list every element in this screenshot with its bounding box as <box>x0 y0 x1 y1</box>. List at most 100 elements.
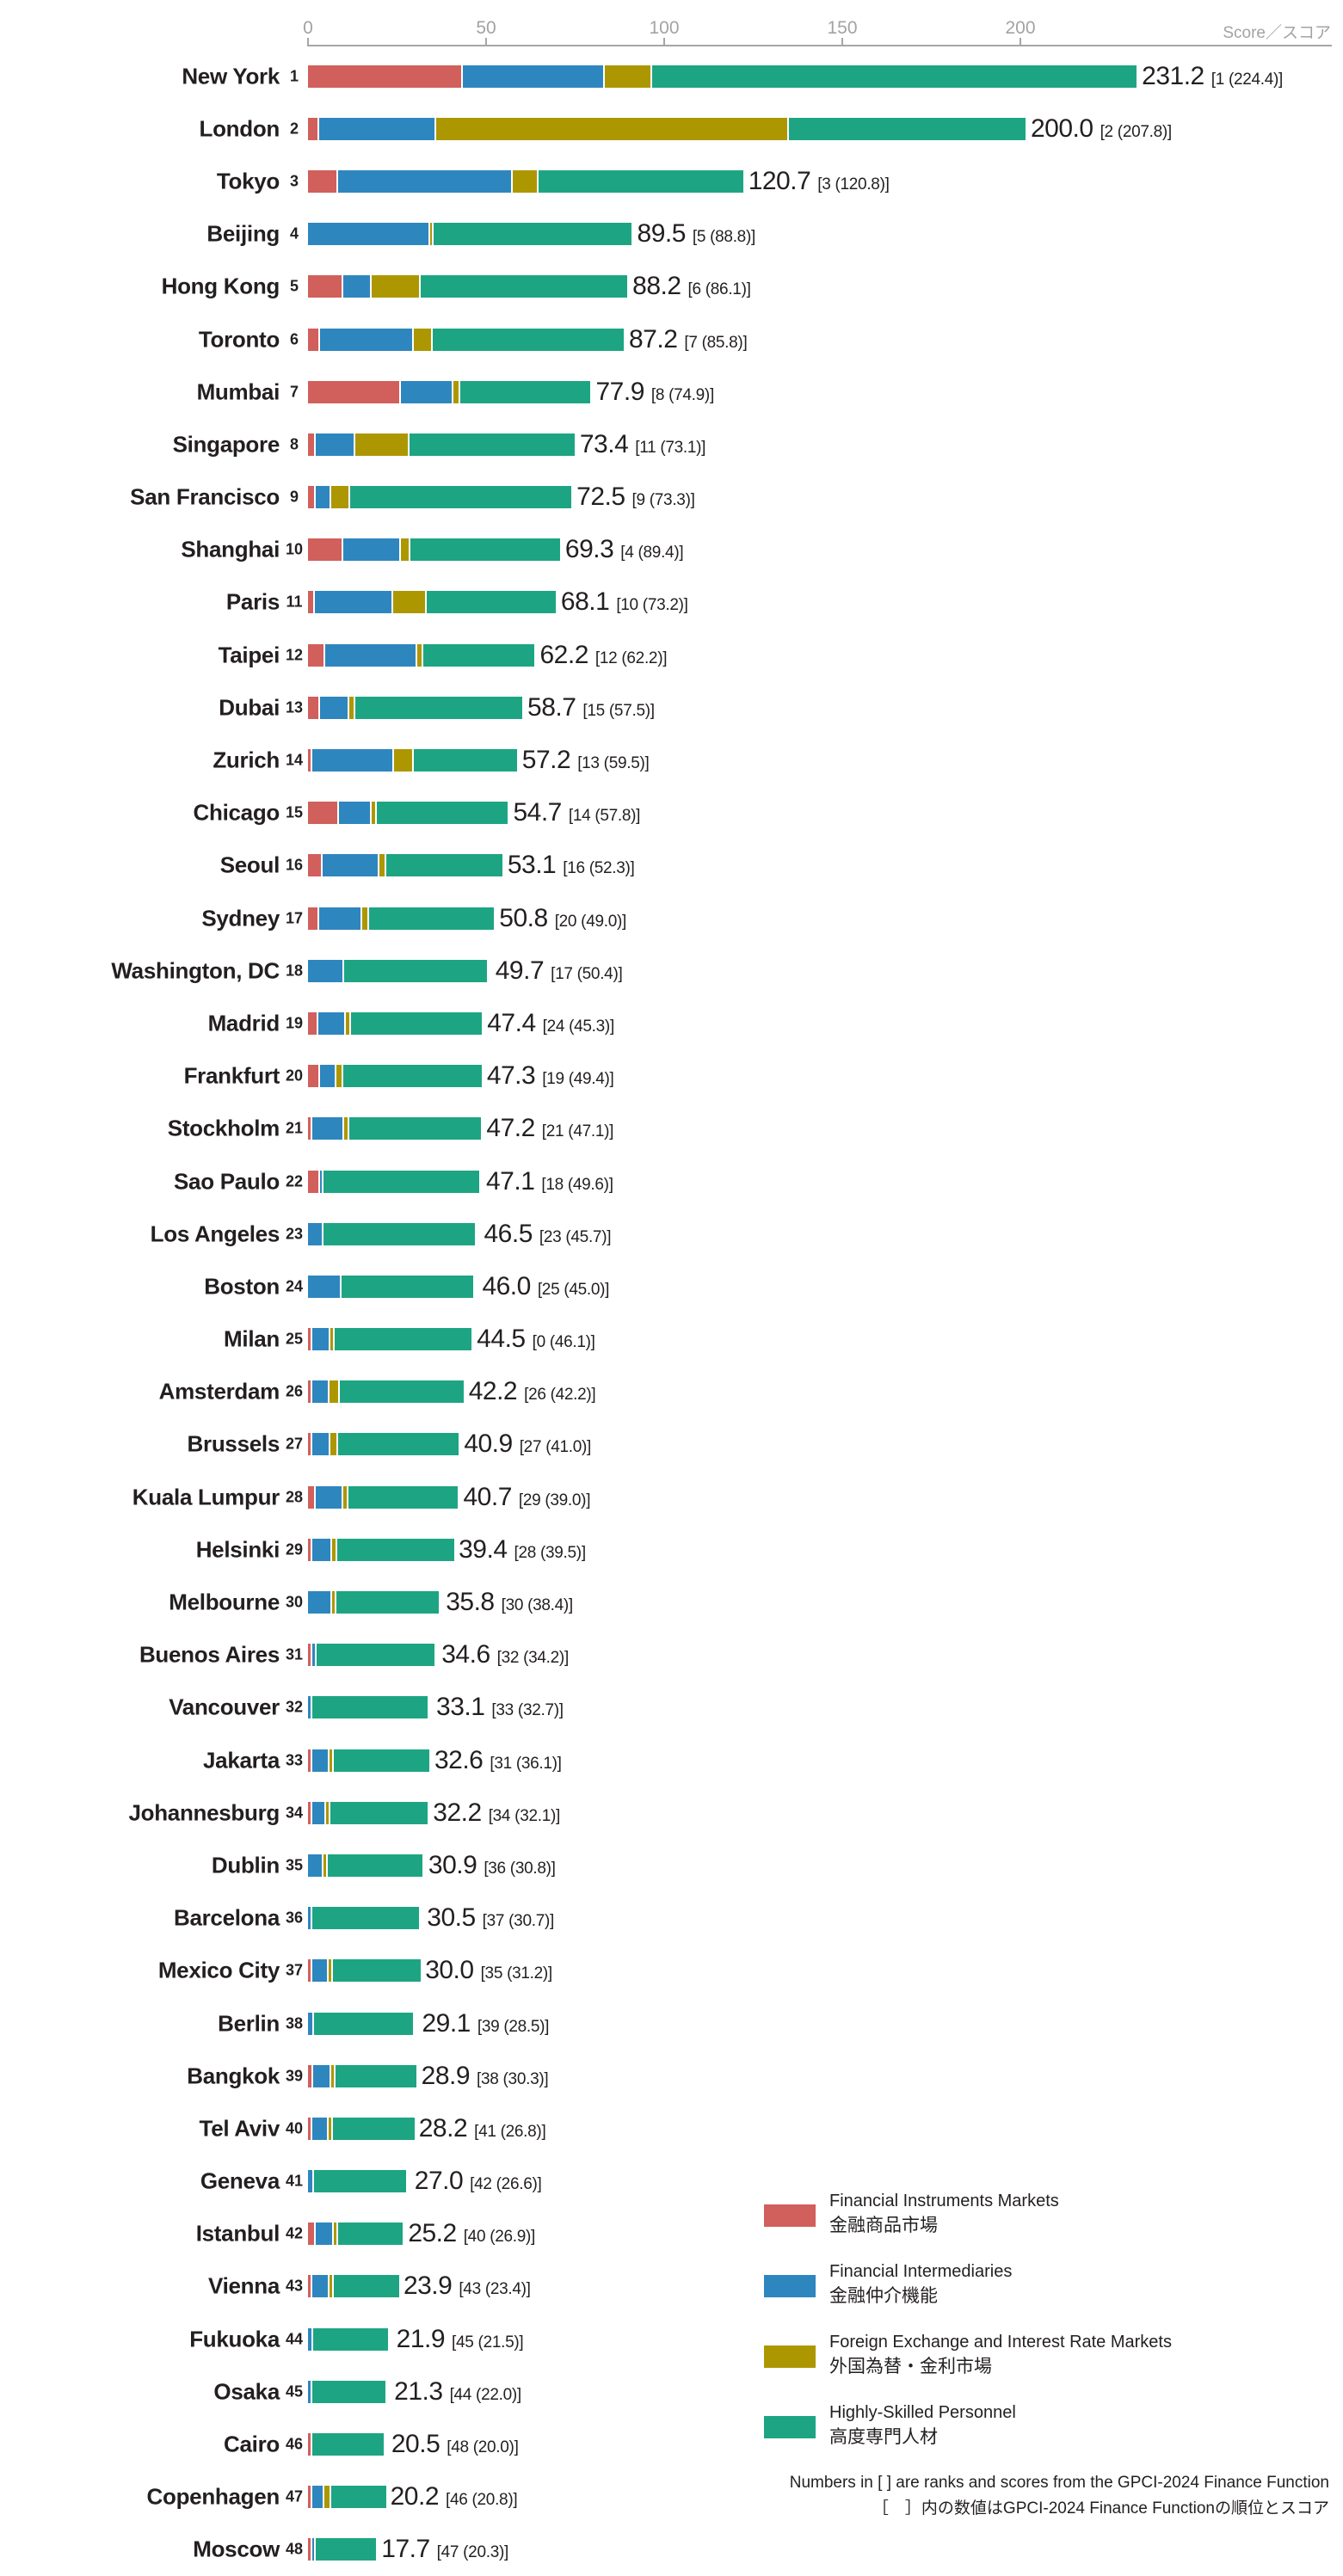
bar-segment-1[interactable] <box>338 169 512 193</box>
bar-row[interactable]: Tel Aviv 40 28.2 [41 (26.8)] <box>0 2102 1343 2155</box>
stacked-bar[interactable] <box>308 1749 430 1772</box>
bar-segment-0[interactable] <box>308 802 338 825</box>
bar-segment-1[interactable] <box>311 1538 331 1561</box>
stacked-bar[interactable] <box>308 2222 404 2246</box>
bar-segment-3[interactable] <box>368 907 495 930</box>
bar-segment-2[interactable] <box>330 1433 336 1456</box>
bar-segment-0[interactable] <box>308 2275 311 2298</box>
bar-segment-1[interactable] <box>311 2538 314 2561</box>
bar-segment-0[interactable] <box>308 2117 311 2140</box>
bar-segment-0[interactable] <box>308 1328 311 1351</box>
stacked-bar[interactable] <box>308 1696 428 1719</box>
bar-segment-2[interactable] <box>429 223 433 246</box>
stacked-bar[interactable] <box>308 169 743 193</box>
bar-segment-3[interactable] <box>333 2275 400 2298</box>
bar-segment-1[interactable] <box>311 2117 328 2140</box>
stacked-bar[interactable] <box>308 1011 483 1035</box>
bar-segment-0[interactable] <box>308 749 311 772</box>
bar-segment-3[interactable] <box>789 117 1026 140</box>
stacked-bar[interactable] <box>308 2433 385 2456</box>
bar-segment-1[interactable] <box>320 328 413 351</box>
bar-row[interactable]: Madrid 19 47.4 [24 (45.3)] <box>0 997 1343 1049</box>
stacked-bar[interactable] <box>308 1170 479 1193</box>
bar-segment-3[interactable] <box>330 1801 428 1824</box>
bar-segment-3[interactable] <box>385 854 502 877</box>
bar-row[interactable]: Bangkok 39 28.9 [38 (30.3)] <box>0 2050 1343 2102</box>
bar-segment-1[interactable] <box>311 1433 329 1456</box>
bar-segment-2[interactable] <box>330 1749 332 1772</box>
bar-segment-2[interactable] <box>343 1485 347 1509</box>
bar-row[interactable]: Beijing 4 89.5 [5 (88.8)] <box>0 208 1343 261</box>
stacked-bar[interactable] <box>308 591 556 614</box>
bar-segment-0[interactable] <box>308 1959 311 1983</box>
bar-segment-3[interactable] <box>539 169 743 193</box>
bar-segment-2[interactable] <box>604 65 650 88</box>
bar-segment-1[interactable] <box>316 2222 333 2246</box>
bar-segment-1[interactable] <box>312 749 393 772</box>
bar-segment-1[interactable] <box>308 223 428 246</box>
bar-segment-1[interactable] <box>319 1065 335 1088</box>
bar-segment-1[interactable] <box>311 1644 316 1667</box>
bar-segment-2[interactable] <box>345 1011 350 1035</box>
bar-row[interactable]: Taipei 12 62.2 [12 (62.2)] <box>0 629 1343 681</box>
bar-segment-2[interactable] <box>325 1801 330 1824</box>
bar-segment-0[interactable] <box>308 2486 311 2509</box>
bar-segment-0[interactable] <box>308 1011 317 1035</box>
bar-segment-2[interactable] <box>331 2064 335 2087</box>
bar-segment-2[interactable] <box>329 1959 331 1983</box>
bar-segment-1[interactable] <box>318 1011 344 1035</box>
bar-segment-3[interactable] <box>422 643 535 667</box>
bar-segment-1[interactable] <box>319 1170 323 1193</box>
bar-segment-1[interactable] <box>311 1801 324 1824</box>
stacked-bar[interactable] <box>308 1644 435 1667</box>
bar-segment-2[interactable] <box>355 433 409 456</box>
bar-row[interactable]: Fukuoka 44 21.9 [45 (21.5)] <box>0 2313 1343 2365</box>
bar-segment-1[interactable] <box>308 1222 322 1245</box>
bar-segment-2[interactable] <box>361 907 367 930</box>
stacked-bar[interactable] <box>308 1854 423 1877</box>
bar-segment-2[interactable] <box>331 1591 336 1614</box>
stacked-bar[interactable] <box>308 643 535 667</box>
bar-row[interactable]: Boston 24 46.0 [25 (45.0)] <box>0 1260 1343 1313</box>
bar-segment-3[interactable] <box>312 2380 386 2403</box>
stacked-bar[interactable] <box>308 907 495 930</box>
bar-row[interactable]: Paris 11 68.1 [10 (73.2)] <box>0 576 1343 629</box>
bar-segment-3[interactable] <box>313 2327 388 2351</box>
stacked-bar[interactable] <box>308 1959 422 1983</box>
bar-row[interactable]: Helsinki 29 39.4 [28 (39.5)] <box>0 1523 1343 1576</box>
bar-segment-3[interactable] <box>426 591 556 614</box>
bar-segment-3[interactable] <box>343 959 487 982</box>
stacked-bar[interactable] <box>308 1222 476 1245</box>
bar-segment-3[interactable] <box>433 328 624 351</box>
bar-row[interactable]: Los Angeles 23 46.5 [23 (45.7)] <box>0 1208 1343 1260</box>
bar-row[interactable]: Barcelona 36 30.5 [37 (30.7)] <box>0 1892 1343 1945</box>
bar-row[interactable]: London 2 200.0 [2 (207.8)] <box>0 102 1343 155</box>
bar-row[interactable]: Berlin 38 29.1 [39 (28.5)] <box>0 1997 1343 2050</box>
bar-row[interactable]: Sao Paulo 22 47.1 [18 (49.6)] <box>0 1155 1343 1208</box>
bar-segment-2[interactable] <box>323 1854 326 1877</box>
stacked-bar[interactable] <box>308 223 631 246</box>
bar-segment-1[interactable] <box>308 2327 312 2351</box>
stacked-bar[interactable] <box>308 1117 482 1140</box>
bar-segment-0[interactable] <box>308 1433 311 1456</box>
stacked-bar[interactable] <box>308 1433 459 1456</box>
stacked-bar[interactable] <box>308 2380 386 2403</box>
bar-segment-2[interactable] <box>394 749 413 772</box>
bar-segment-1[interactable] <box>308 1854 323 1877</box>
stacked-bar[interactable] <box>308 2012 414 2035</box>
bar-row[interactable]: Dubai 13 58.7 [15 (57.5)] <box>0 681 1343 734</box>
stacked-bar[interactable] <box>308 486 572 509</box>
bar-segment-0[interactable] <box>308 275 342 298</box>
bar-row[interactable]: Buenos Aires 31 34.6 [32 (34.2)] <box>0 1629 1343 1681</box>
bar-segment-3[interactable] <box>327 1854 423 1877</box>
bar-segment-2[interactable] <box>336 1065 342 1088</box>
stacked-bar[interactable] <box>308 433 575 456</box>
bar-row[interactable]: Washington, DC 18 49.7 [17 (50.4)] <box>0 944 1343 997</box>
bar-segment-1[interactable] <box>315 1485 342 1509</box>
bar-segment-1[interactable] <box>343 275 371 298</box>
bar-segment-3[interactable] <box>337 2222 404 2246</box>
bar-segment-3[interactable] <box>410 538 560 562</box>
bar-segment-1[interactable] <box>311 1117 343 1140</box>
bar-segment-1[interactable] <box>322 854 379 877</box>
bar-segment-1[interactable] <box>308 1907 311 1930</box>
